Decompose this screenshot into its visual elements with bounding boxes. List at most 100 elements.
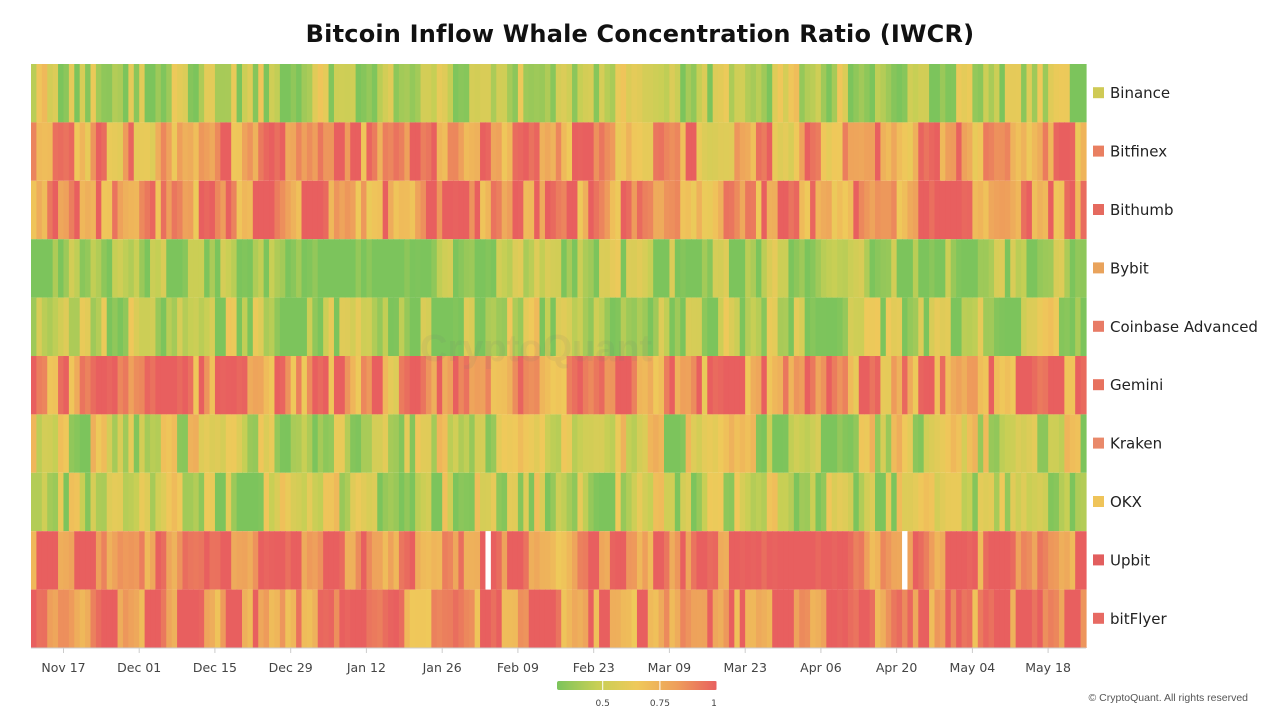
heatmap-cell [658,356,665,415]
heatmap-cell [225,180,232,240]
heatmap-cell [555,180,562,240]
heatmap-cell [734,472,741,532]
heatmap-cell [804,531,811,590]
heatmap-cell [258,122,265,181]
heatmap-cell [847,531,854,590]
heatmap-cell [788,414,795,473]
heatmap-cell [826,414,833,473]
heatmap-cell [745,589,752,648]
heatmap-cell [517,297,524,356]
heatmap-cell [707,531,714,590]
heatmap-cell [707,472,714,532]
heatmap-cell [68,239,75,298]
heatmap-cell [225,64,232,123]
heatmap-cell [85,472,92,532]
heatmap-cell [447,239,454,298]
heatmap-cell [929,180,936,240]
heatmap-cell [133,297,140,356]
heatmap-cell [101,239,108,298]
heatmap-cell [425,64,432,123]
heatmap-cell [279,64,286,123]
legend-label: Binance [1110,84,1170,102]
heatmap-cell [956,531,963,590]
heatmap-cell [647,180,654,240]
heatmap-cell [177,122,184,181]
heatmap-cell [68,589,75,648]
heatmap-cell [269,531,276,590]
heatmap-cell [534,589,541,648]
heatmap-cell [837,414,844,473]
heatmap-cell [880,472,887,532]
heatmap-cell [1031,414,1038,473]
heatmap-cell [128,297,135,356]
heatmap-cell [950,239,957,298]
heatmap-cell [853,472,860,532]
heatmap-cell [204,414,211,473]
heatmap-cell [220,589,227,648]
heatmap-cell [155,239,162,298]
heatmap-cell [106,239,113,298]
heatmap-cell [653,472,660,532]
heatmap-cell [1048,180,1055,240]
heatmap-cell [588,122,595,181]
heatmap-cell [864,356,871,415]
heatmap-cell [1026,239,1033,298]
heatmap-cell [398,180,405,240]
x-tick-label: Mar 23 [723,660,766,675]
heatmap-cell [555,531,562,590]
heatmap-cell [804,180,811,240]
heatmap-cell [474,180,481,240]
heatmap-cell [891,64,898,123]
heatmap-cell [1031,472,1038,532]
heatmap-cell [47,531,54,590]
heatmap-cell [999,472,1006,532]
heatmap-cell [1080,531,1087,590]
heatmap-cell [323,589,330,648]
heatmap-cell [150,414,157,473]
heatmap-cell [301,239,308,298]
heatmap-cell [582,122,589,181]
heatmap-cell [820,414,827,473]
heatmap-cell [58,122,65,181]
heatmap-cell [425,356,432,415]
heatmap-cell [63,531,70,590]
heatmap-cell [323,297,330,356]
heatmap-cell [539,589,546,648]
heatmap-cell [707,414,714,473]
heatmap-cell [90,64,97,123]
heatmap-cell [934,531,941,590]
heatmap-cell [214,472,221,532]
heatmap-cell [626,297,633,356]
heatmap-cell [117,414,124,473]
heatmap-cell [647,414,654,473]
heatmap-cell [501,356,508,415]
heatmap-cell [333,239,340,298]
heatmap-cell [301,122,308,181]
heatmap-cell [739,531,746,590]
heatmap-cell [355,297,362,356]
heatmap-cell [728,472,735,532]
x-tick-label: Dec 15 [193,660,237,675]
heatmap-cell [961,414,968,473]
heatmap-cell [1021,531,1028,590]
heatmap-cell [431,180,438,240]
heatmap-cell [431,531,438,590]
x-tick-label: Dec 29 [269,660,313,675]
heatmap-cell [171,239,178,298]
heatmap-cell [902,531,909,590]
heatmap-cell [139,122,146,181]
heatmap-cell [112,414,119,473]
heatmap-cell [1042,297,1049,356]
heatmap-cell [139,297,146,356]
heatmap-cell [377,531,384,590]
heatmap-cell [577,472,584,532]
heatmap-cell [36,180,43,240]
heatmap-cell [501,239,508,298]
heatmap-cell [550,356,557,415]
heatmap-cell [285,414,292,473]
heatmap-cell [139,531,146,590]
heatmap-cell [939,356,946,415]
heatmap-cell [463,472,470,532]
heatmap-cell [242,356,249,415]
heatmap-cell [517,64,524,123]
